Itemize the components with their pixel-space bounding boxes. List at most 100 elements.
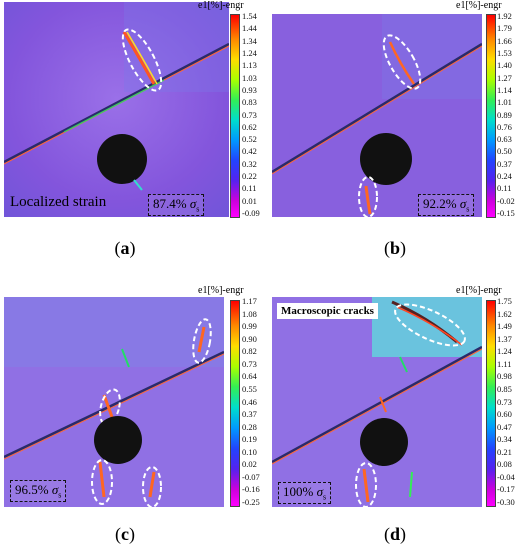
colorbar-tick-label: 1.49 <box>497 321 512 332</box>
colorbar-title-c: e1[%]-engr <box>198 285 244 296</box>
colorbar-tick-label: 1.03 <box>242 72 257 83</box>
colorbar-tick-label: 1.27 <box>497 72 512 83</box>
colorbar-tick-label: 1.08 <box>242 308 257 319</box>
colorbar-tick-label: 0.55 <box>242 383 257 394</box>
colorbar-tick-label: 1.79 <box>497 23 512 34</box>
stress-level-box-c: 96.5% σs <box>10 480 67 502</box>
colorbar-tick-label: 0.19 <box>242 434 257 445</box>
colorbar-tick-label: 0.08 <box>497 459 512 470</box>
colorbar-tick-label: 0.93 <box>242 84 257 95</box>
caption-b: (b) <box>383 238 406 258</box>
colorbar-tick-label: 0.73 <box>242 109 257 120</box>
colorbar-tick-label: 1.34 <box>242 35 257 46</box>
colorbar-tick-label: 0.11 <box>497 183 512 194</box>
stress-level-box-b: 92.2% σs <box>418 194 475 216</box>
macroscopic-cracks-label: Macroscopic cracks <box>277 303 378 319</box>
sigma-subscript-d: s <box>323 492 327 502</box>
stress-percent-a: 87.4% <box>153 196 187 211</box>
stress-percent-c: 96.5% <box>15 482 49 497</box>
colorbar-tick-label: 0.42 <box>242 146 257 157</box>
colorbar-tick-label: 0.34 <box>497 434 512 445</box>
stress-level-box-d: 100% σs <box>278 482 332 504</box>
colorbar-tick-label: 1.24 <box>497 346 512 357</box>
colorbar-tick-label: 1.24 <box>242 47 257 58</box>
colorbar-c <box>230 300 240 507</box>
colorbar-tick-label: 1.40 <box>497 60 512 71</box>
strain-map-d <box>272 297 482 507</box>
localized-strain-label: Localized strain <box>10 194 107 210</box>
colorbar-tick-label: 0.50 <box>497 146 512 157</box>
colorbar-tick-label: 0.22 <box>242 171 257 182</box>
colorbar-tick-label: -0.16 <box>242 484 260 495</box>
sigma-subscript-c: s <box>58 490 62 500</box>
colorbar-tick-label: -0.02 <box>497 195 515 206</box>
colorbar-tick-label: -0.30 <box>497 497 515 507</box>
colorbar-tick-label: 0.32 <box>242 158 257 169</box>
colorbar-title-d: e1[%]-engr <box>456 285 502 296</box>
strain-map-c <box>4 297 224 507</box>
colorbar-tick-label: 0.73 <box>242 358 257 369</box>
colorbar-tick-label: 0.85 <box>497 383 512 394</box>
caption-c: (c) <box>115 524 135 544</box>
colorbar-tick-label: 1.53 <box>497 47 512 58</box>
colorbar-tick-label: 0.52 <box>242 134 257 145</box>
colorbar-tick-label: 0.24 <box>497 171 512 182</box>
strain-map-a <box>4 2 229 217</box>
sigma-symbol-c: σ <box>51 482 59 497</box>
colorbar-tick-label: 1.92 <box>497 11 512 21</box>
colorbar-tick-label: -0.17 <box>497 484 515 495</box>
colorbar-tick-label: 0.62 <box>242 121 257 132</box>
colorbar-tick-label: 1.01 <box>497 97 512 108</box>
colorbar-a <box>230 14 240 218</box>
colorbar-tick-label: 0.60 <box>497 409 512 420</box>
colorbar-tick-label: 0.99 <box>242 321 257 332</box>
colorbar-tick-label: 0.37 <box>242 409 257 420</box>
sigma-subscript-b: s <box>466 204 470 214</box>
colorbar-tick-label: 0.01 <box>242 195 257 206</box>
colorbar-tick-label: 0.63 <box>497 134 512 145</box>
colorbar-tick-label: -0.25 <box>242 497 260 507</box>
colorbar-tick-label: 1.62 <box>497 308 512 319</box>
colorbar-b <box>486 14 496 218</box>
sigma-symbol-a: σ <box>189 196 197 211</box>
colorbar-tick-label: -0.15 <box>497 208 515 218</box>
colorbar-tick-label: 0.83 <box>242 97 257 108</box>
sigma-symbol-d: σ <box>316 484 324 499</box>
colorbar-tick-label: 1.37 <box>497 333 512 344</box>
colorbar-tick-label: 1.14 <box>497 84 512 95</box>
colorbar-tick-label: 0.02 <box>242 459 257 470</box>
stress-percent-b: 92.2% <box>423 196 457 211</box>
sigma-symbol-b: σ <box>459 196 467 211</box>
colorbar-title-a: e1[%]-engr <box>198 0 244 11</box>
colorbar-tick-label: 1.66 <box>497 35 512 46</box>
colorbar-tick-label: -0.04 <box>497 471 515 482</box>
colorbar-tick-label: 0.82 <box>242 346 257 357</box>
colorbar-tick-label: 0.28 <box>242 421 257 432</box>
colorbar-tick-label: -0.07 <box>242 471 260 482</box>
colorbar-tick-label: 0.73 <box>497 396 512 407</box>
colorbar-tick-label: 0.46 <box>242 396 257 407</box>
colorbar-tick-label: 1.44 <box>242 23 257 34</box>
colorbar-tick-label: 0.64 <box>242 371 257 382</box>
colorbar-tick-label: 0.89 <box>497 109 512 120</box>
colorbar-tick-label: -0.09 <box>242 208 260 218</box>
colorbar-tick-label: 0.11 <box>242 183 257 194</box>
colorbar-tick-label: 1.17 <box>242 296 257 306</box>
stress-level-box-a: 87.4% σs <box>148 194 205 216</box>
colorbar-d <box>486 300 496 507</box>
colorbar-tick-label: 0.98 <box>497 371 512 382</box>
stress-percent-d: 100% <box>283 484 314 499</box>
colorbar-tick-label: 0.21 <box>497 446 512 457</box>
sigma-subscript-a: s <box>196 204 200 214</box>
caption-a: (a) <box>114 238 136 258</box>
colorbar-tick-label: 1.13 <box>242 60 257 71</box>
colorbar-tick-label: 0.37 <box>497 158 512 169</box>
colorbar-tick-label: 0.47 <box>497 421 512 432</box>
colorbar-tick-label: 0.90 <box>242 333 257 344</box>
colorbar-title-b: e1[%]-engr <box>456 0 502 11</box>
colorbar-tick-label: 1.54 <box>242 11 257 21</box>
colorbar-tick-label: 0.10 <box>242 446 257 457</box>
strain-map-b <box>272 14 482 217</box>
caption-d: (d) <box>383 524 406 544</box>
colorbar-tick-label: 0.76 <box>497 121 512 132</box>
